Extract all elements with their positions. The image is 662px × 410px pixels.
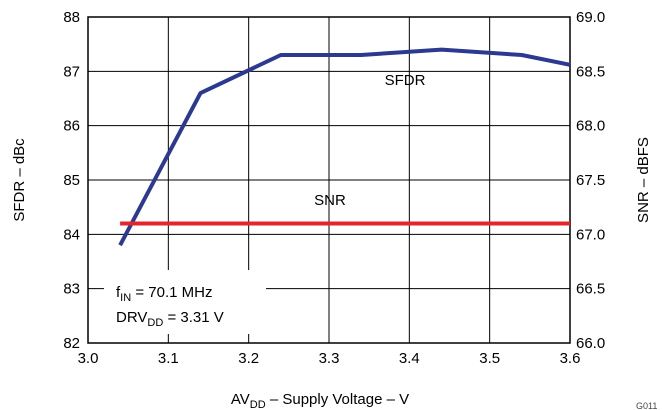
series-layer: SFDR SNR [118, 47, 571, 247]
annotation-fin-main: f [116, 284, 121, 301]
y-left-tick-label: 87 [63, 63, 80, 80]
y-right-axis-label: SNR – dBFS [635, 137, 652, 223]
y-right-tick-label: 68.0 [576, 118, 605, 135]
series-line-sfdr [118, 47, 571, 247]
x-axis-label-main: AV [231, 391, 250, 408]
plot-frame [87, 16, 571, 344]
y-right-tick-label: 68.5 [576, 63, 605, 80]
annotation-drvdd-sub: DD [147, 317, 163, 329]
y-left-axis-label: SFDR – dBc [11, 138, 28, 222]
y-right-tick-label: 67.5 [576, 172, 605, 189]
y-right-tick-label: 66.0 [576, 335, 605, 352]
x-axis-label-rest: – Supply Voltage – V [266, 391, 409, 408]
annotation-fin-sub: IN [120, 292, 131, 304]
x-tick-label: 3.6 [560, 350, 581, 367]
y-right-tick-label: 66.5 [576, 281, 605, 298]
x-tick-label: 3.3 [319, 350, 340, 367]
annotation-fin: fIN = 70.1 MHz [116, 284, 212, 304]
y-left-tick-label: 83 [63, 281, 80, 298]
y-left-tick-label: 85 [63, 172, 80, 189]
y-left-tick-label: 88 [63, 9, 80, 26]
annotation-drvdd-rest: = 3.31 V [163, 309, 223, 326]
y-right-tick-label: 69.0 [576, 9, 605, 26]
x-tick-label: 3.5 [479, 350, 500, 367]
y-left-tick-label: 86 [63, 118, 80, 135]
series-label-snr: SNR [314, 192, 346, 209]
x-tick-label: 3.0 [78, 350, 99, 367]
y-left-tick-label: 84 [63, 226, 80, 243]
x-tick-label: 3.4 [399, 350, 420, 367]
annotation-drvdd: DRVDD = 3.31 V [116, 309, 224, 329]
x-axis-label: AVDD – Supply Voltage – V [231, 391, 409, 410]
y-left-tick-label: 82 [63, 335, 80, 352]
annotation-drvdd-main: DRV [116, 309, 147, 326]
x-tick-label: 3.1 [158, 350, 179, 367]
figure-code: G011 [636, 401, 657, 410]
annotation-fin-rest: = 70.1 MHz [131, 284, 212, 301]
x-tick-label: 3.2 [238, 350, 259, 367]
x-axis-label-sub: DD [250, 399, 266, 410]
annotation-background [104, 270, 266, 334]
series-label-sfdr: SFDR [385, 72, 426, 89]
conditions-annotation: fIN = 70.1 MHz DRVDD = 3.31 V [104, 270, 266, 334]
y-right-tick-label: 67.0 [576, 226, 605, 243]
tick-labels: 3.0 3.1 3.2 3.3 3.4 3.5 3.6 82 83 84 85 86 87 88 66.0 6… [63, 9, 605, 367]
